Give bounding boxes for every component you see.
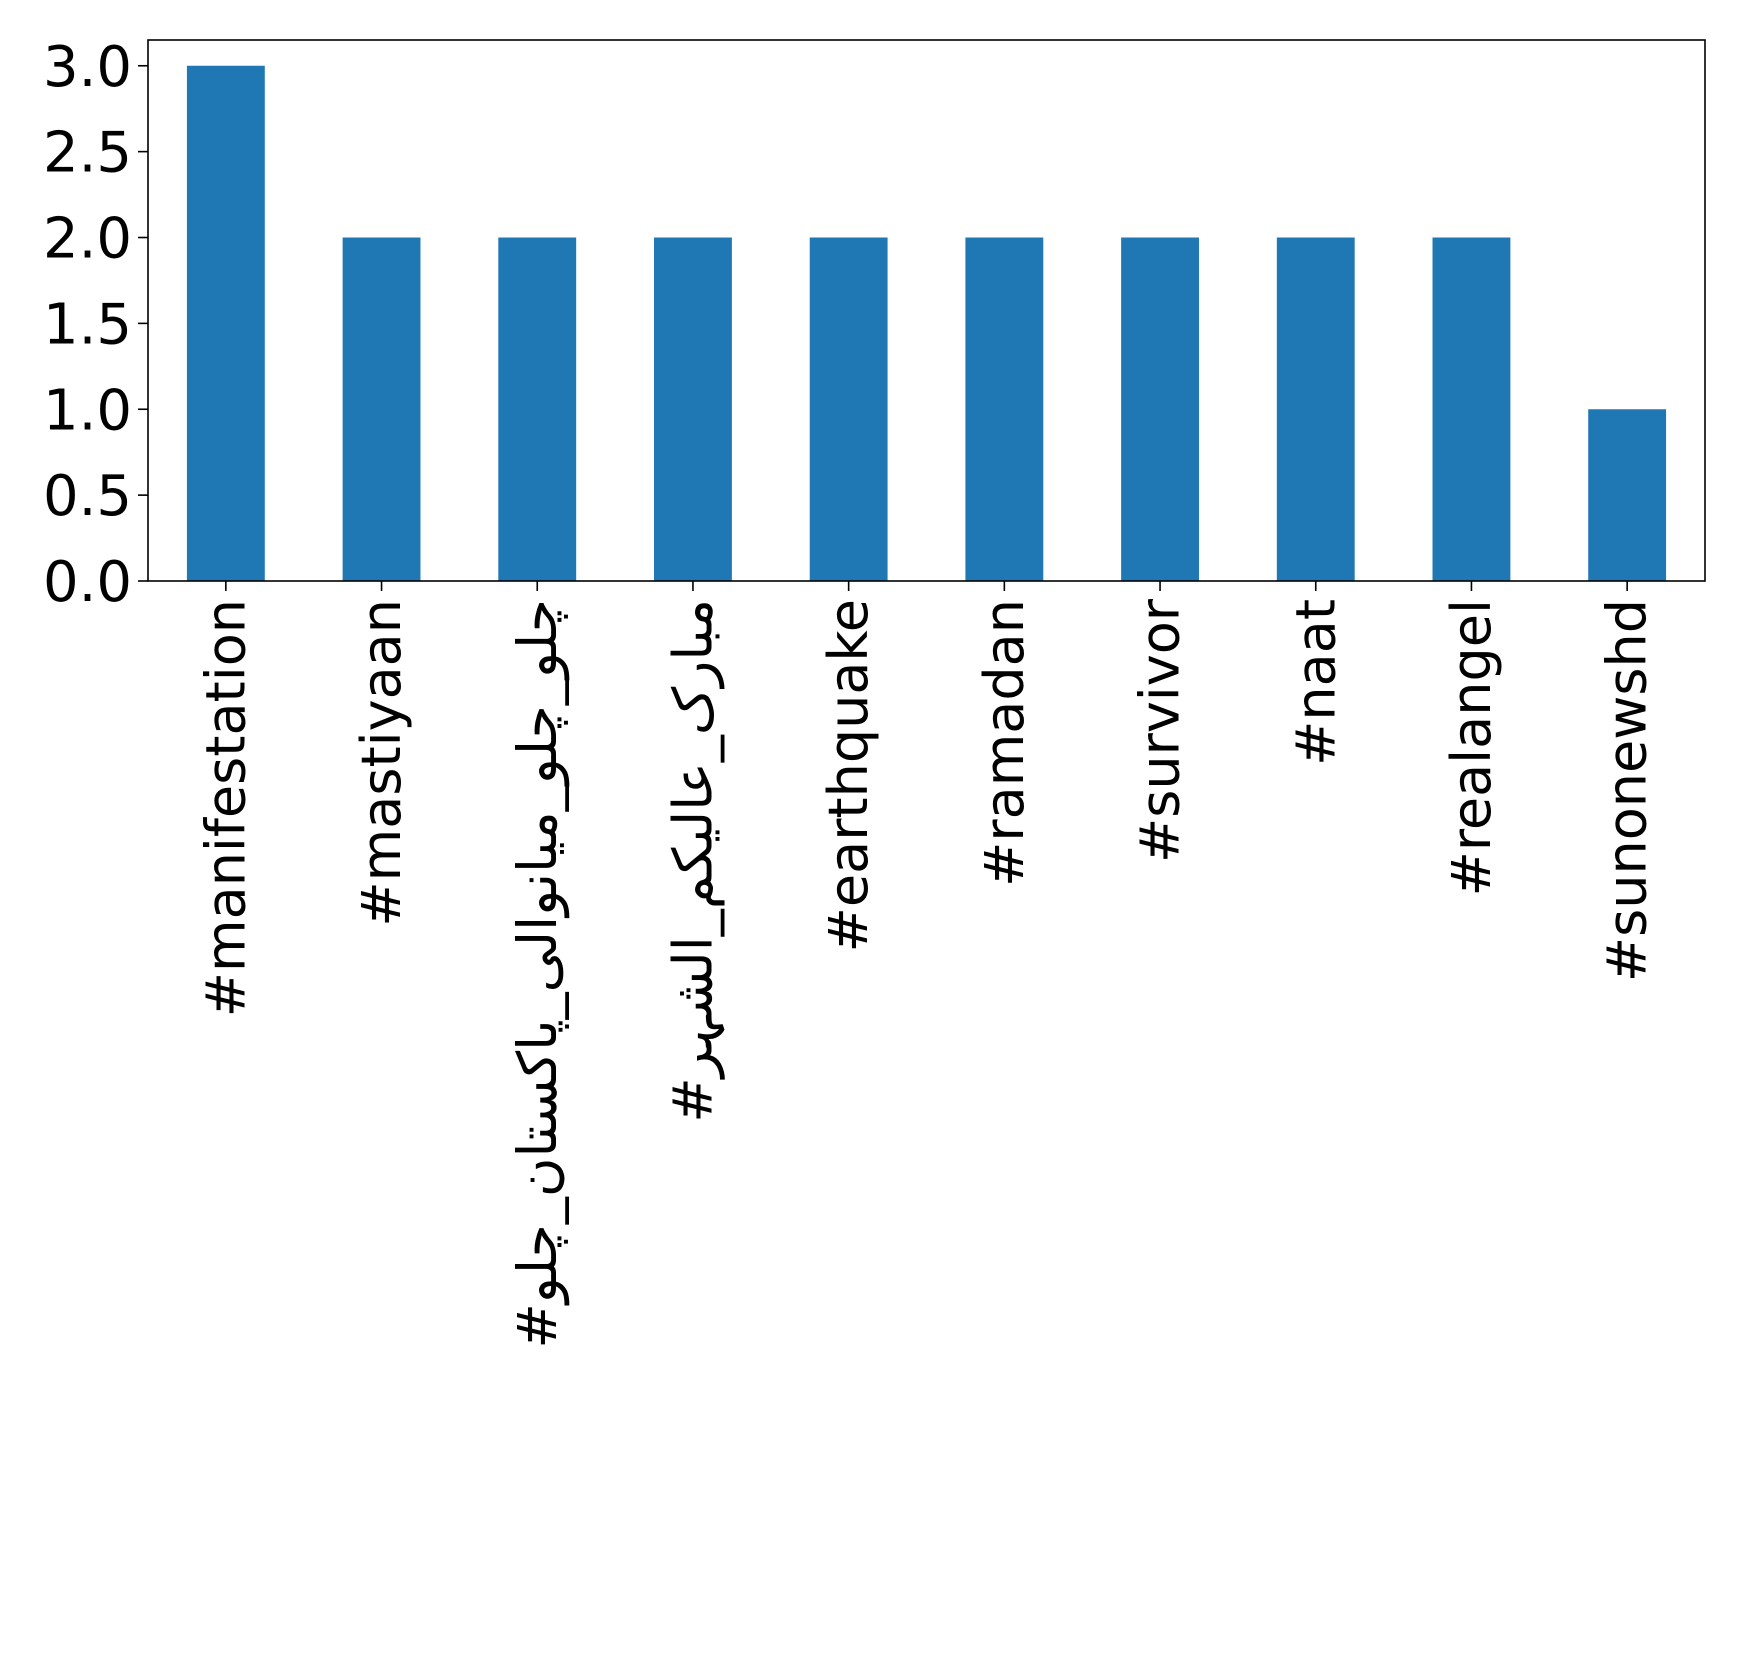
bar-0 bbox=[186, 65, 265, 581]
bar-8 bbox=[1432, 237, 1511, 581]
x-tick-label: #earthquake bbox=[817, 599, 880, 952]
y-axis: 0.0 0.5 1.0 1.5 2.0 2.5 3.0 bbox=[43, 35, 148, 615]
bar-6 bbox=[1121, 237, 1199, 581]
bar-3 bbox=[654, 237, 732, 581]
y-tick-label: 1.0 bbox=[43, 378, 132, 443]
bar-9 bbox=[1588, 409, 1667, 581]
y-tick-label: 0.0 bbox=[43, 550, 132, 615]
y-tick-label: 2.5 bbox=[43, 121, 132, 186]
x-tick-label: #survivor bbox=[1129, 598, 1192, 863]
x-tick-label: #naat bbox=[1284, 599, 1347, 766]
x-tick-label: #manifestation bbox=[194, 599, 257, 1017]
x-tick-label: #ramadan bbox=[973, 599, 1036, 887]
y-tick-label: 3.0 bbox=[43, 35, 132, 100]
y-tick-label: 0.5 bbox=[43, 464, 132, 529]
plot-frame bbox=[147, 39, 1706, 582]
y-tick-label: 1.5 bbox=[43, 292, 132, 357]
x-tick-label: #چلو_چلو_میانوالی_پاکستان_چلو bbox=[506, 599, 569, 1349]
bar-4 bbox=[809, 237, 888, 581]
bar-2 bbox=[498, 237, 577, 581]
bar-1 bbox=[342, 237, 421, 581]
x-axis: #manifestation #mastiyaan #چلو_چلو_میانوال… bbox=[194, 581, 1659, 1349]
y-tick-label: 2.0 bbox=[43, 207, 132, 272]
x-tick-label: #مبارک_عالیکم_الشہر bbox=[661, 599, 724, 1123]
x-tick-label: #realangel bbox=[1440, 599, 1503, 896]
bar-5 bbox=[965, 237, 1044, 581]
x-tick-label: #mastiyaan bbox=[350, 599, 413, 927]
x-tick-label: #sunonewshd bbox=[1596, 599, 1659, 982]
bars-layer bbox=[186, 65, 1667, 581]
bar-7 bbox=[1276, 237, 1355, 581]
